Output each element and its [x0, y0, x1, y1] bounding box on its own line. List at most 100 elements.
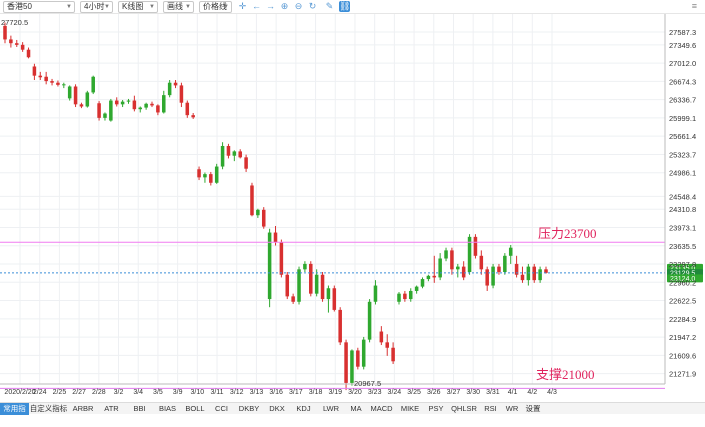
candle-body [456, 266, 460, 270]
y-tick-label: 27587.3 [669, 28, 696, 37]
indicator-tab-16[interactable]: QHLSR [451, 404, 477, 413]
x-tick-label: 3/10 [191, 389, 205, 396]
menu-icon[interactable]: ≡ [691, 1, 697, 11]
candle-body [438, 258, 442, 278]
candle-body [450, 250, 454, 270]
candle-body [9, 39, 13, 44]
y-tick-label: 23973.1 [669, 224, 696, 233]
indicator-tab-10[interactable]: KDJ [296, 404, 311, 413]
min-price-label: 20967.5 [354, 379, 381, 388]
y-tick-label: 22960.2 [669, 278, 696, 287]
candle-body [209, 174, 213, 183]
x-tick-label: 3/4 [133, 389, 143, 396]
y-tick-label: 21947.2 [669, 333, 696, 342]
candle-body [109, 100, 113, 121]
x-tick-label: 3/2 [114, 389, 124, 396]
indicator-tab-17[interactable]: RSI [484, 404, 497, 413]
candle-body [144, 103, 148, 108]
x-tick-label: 3/30 [466, 389, 480, 396]
price-line-select-label: 价格线 [203, 2, 227, 11]
indicator-tab-0[interactable]: 常用指标 [0, 403, 29, 425]
zoom-in-icon[interactable]: ⊕ [280, 1, 289, 11]
x-tick-label: 3/16 [269, 389, 283, 396]
indicator-tab-11[interactable]: LWR [322, 404, 340, 413]
price-tag-label: 23135.0 [670, 265, 695, 272]
interval-select[interactable]: 4小时 ▼ [80, 1, 113, 13]
y-tick-label: 26336.7 [669, 96, 696, 105]
indicator-tab-9[interactable]: DKX [269, 404, 285, 413]
x-tick-label: 3/11 [210, 389, 223, 396]
candle-body [408, 290, 413, 300]
indicator-tab-13[interactable]: MACD [370, 404, 393, 413]
x-tick-label: 3/13 [250, 389, 264, 396]
candle-body [226, 145, 231, 156]
indicator-tab-2[interactable]: ARBR [72, 404, 94, 413]
candle-body [197, 169, 201, 178]
crosshair-icon[interactable]: ✛ [238, 1, 247, 11]
y-tick-label: 25999.1 [669, 114, 696, 123]
link-icon[interactable]: ⛓ [339, 1, 351, 12]
support-annotation: 支撑21000 [536, 367, 595, 382]
candle-body [432, 275, 437, 278]
candle-body [379, 331, 384, 343]
y-tick-label: 27012.0 [669, 59, 696, 68]
candle-body [203, 174, 207, 178]
candle-body [267, 232, 272, 300]
zoom-out-icon[interactable]: ⊖ [294, 1, 303, 11]
candle-body [403, 293, 407, 300]
candle-body [250, 185, 254, 216]
indicator-tab-14[interactable]: MIKE [400, 404, 420, 413]
candle-body [132, 100, 137, 110]
indicator-tab-4[interactable]: BBI [133, 404, 146, 413]
indicator-tab-5[interactable]: BIAS [158, 404, 177, 413]
pencil-icon[interactable]: ✎ [325, 1, 334, 11]
x-tick-label: 2/24 [33, 389, 47, 396]
candle-body [391, 347, 395, 362]
candle-body [544, 269, 548, 273]
x-tick-label: 2/27 [72, 389, 86, 396]
indicator-tab-3[interactable]: ATR [104, 404, 119, 413]
candle-body [214, 166, 219, 183]
candle-body [473, 236, 478, 256]
price-line-select[interactable]: 价格线 ▼ [199, 1, 232, 13]
candle-body [162, 95, 166, 113]
chart-type-select[interactable]: K线图 ▼ [118, 1, 158, 13]
indicator-tab-19[interactable]: 设置 [525, 404, 541, 413]
y-tick-label: 27349.6 [669, 41, 696, 50]
indicator-tab-12[interactable]: MA [350, 404, 362, 413]
candle-body [156, 105, 160, 113]
draw-line-select[interactable]: 画线 ▼ [163, 1, 194, 13]
indicator-tab-8[interactable]: DKBY [238, 404, 260, 413]
candle-body [273, 232, 278, 243]
candle-body [332, 288, 337, 310]
candle-body [279, 242, 284, 275]
chart-type-select-label: K线图 [122, 2, 144, 11]
candle-body [44, 76, 48, 82]
arrow-right-icon[interactable]: → [266, 1, 275, 11]
indicator-tab-7[interactable]: CCI [215, 404, 228, 413]
refresh-icon[interactable]: ↻ [308, 1, 317, 11]
arrow-left-icon[interactable]: ← [252, 1, 261, 11]
candle-body [414, 286, 419, 291]
candle-body [97, 103, 101, 118]
candle-body [114, 100, 119, 105]
y-tick-label: 26674.3 [669, 77, 696, 86]
indicator-tab-6[interactable]: BOLL [185, 404, 205, 413]
symbol-select[interactable]: 香港50 ▼ [3, 1, 75, 13]
candle-body [526, 266, 531, 281]
price-tag-label: 23124.0 [670, 276, 695, 283]
candle-body [20, 44, 25, 50]
candle-body [38, 75, 43, 78]
candle-body [173, 82, 178, 86]
x-tick-label: 3/9 [173, 389, 183, 396]
indicator-tab-18[interactable]: WR [505, 404, 519, 413]
candle-body [532, 266, 537, 281]
x-tick-label: 4/3 [547, 389, 557, 396]
indicator-tab-1[interactable]: 自定义指标 [29, 404, 68, 413]
candle-body [338, 309, 342, 343]
candle-body [520, 274, 525, 281]
candle-body [485, 269, 489, 286]
candle-body [426, 275, 431, 280]
indicator-tab-15[interactable]: PSY [428, 404, 444, 413]
